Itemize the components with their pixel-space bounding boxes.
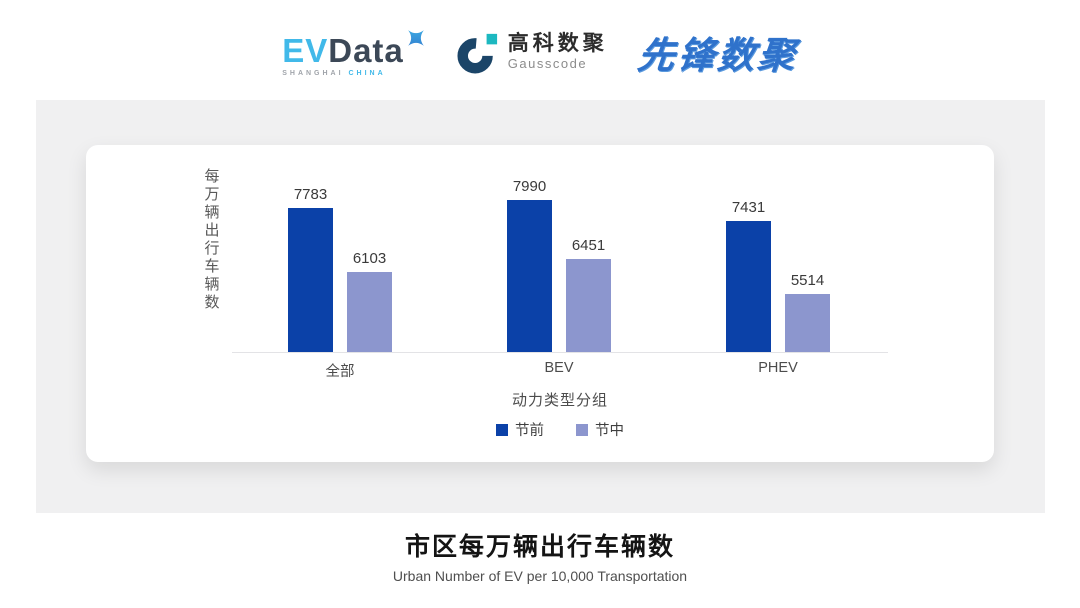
- legend-label: 节中: [595, 423, 624, 439]
- category-label: 全部: [325, 364, 355, 380]
- value-label: 6451: [571, 237, 606, 254]
- value-label: 7431: [731, 199, 766, 216]
- gausscode-g-icon: [457, 33, 497, 74]
- evdata-china-text: CHINA: [348, 70, 386, 77]
- chart-card: 每万辆出行车辆数 动力类型分组 节前 节中 7783 6103 全部 7990 6451 B…: [86, 145, 994, 462]
- evdata-data-text: Data: [328, 32, 404, 69]
- evdata-ev-text: EV: [282, 32, 329, 69]
- category-label: BEV: [544, 360, 574, 376]
- x-axis-line: [232, 352, 888, 353]
- bar-节中-PHEV: [785, 294, 830, 352]
- bar-节中-BEV: [566, 259, 611, 352]
- evdata-wordmark: EV Data: [282, 27, 427, 67]
- chart-panel: 每万辆出行车辆数 动力类型分组 节前 节中 7783 6103 全部 7990 6451 B…: [36, 100, 1045, 513]
- evdata-shanghai-text: SHANGHAI: [282, 70, 349, 77]
- y-axis-label: 每万辆出行车辆数: [202, 167, 220, 312]
- evdata-logo: EV Data SHANGHAI CHINA: [282, 27, 427, 77]
- brand-bar: EV Data SHANGHAI CHINA: [0, 12, 1080, 92]
- legend-swatch-icon: [496, 423, 508, 436]
- gausscode-text: 高科数聚 Gausscode: [508, 32, 608, 71]
- gausscode-cn-text: 高科数聚: [507, 32, 608, 56]
- gausscode-en-text: Gausscode: [507, 55, 588, 71]
- value-label: 5514: [790, 272, 825, 289]
- legend-item-节中: 节中: [576, 419, 624, 440]
- value-label: 6103: [352, 250, 387, 267]
- bar-节中-全部: [347, 272, 392, 352]
- value-label: 7783: [293, 186, 328, 203]
- legend: 节前 节中: [232, 419, 888, 440]
- gausscode-logo: 高科数聚 Gausscode: [457, 29, 608, 75]
- bar-节前-BEV: [507, 200, 552, 352]
- chart-plot: 每万辆出行车辆数 动力类型分组 节前 节中 7783 6103 全部 7990 6451 B…: [86, 145, 994, 462]
- caption: 市区每万辆出行车辆数 Urban Number of EV per 10,000…: [0, 527, 1080, 584]
- legend-item-节前: 节前: [496, 419, 544, 440]
- sparkle-icon: [408, 30, 424, 46]
- x-axis-title: 动力类型分组: [511, 392, 608, 409]
- bar-节前-PHEV: [726, 221, 771, 352]
- evdata-subtitle: SHANGHAI CHINA: [282, 70, 385, 77]
- legend-label: 节前: [515, 423, 544, 439]
- xianfeng-logo: 先锋数聚: [635, 35, 800, 76]
- figure-subtitle: Urban Number of EV per 10,000 Transporta…: [392, 568, 688, 584]
- bar-节前-全部: [288, 208, 333, 352]
- value-label: 7990: [512, 178, 547, 195]
- legend-swatch-icon: [576, 423, 588, 436]
- category-label: PHEV: [758, 360, 798, 376]
- figure-title: 市区每万辆出行车辆数: [404, 533, 675, 561]
